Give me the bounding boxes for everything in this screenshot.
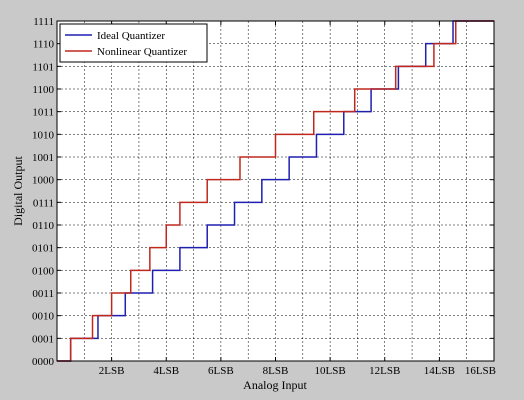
x-tick-label: 16LSB: [465, 365, 496, 377]
legend-label-ideal: Ideal Quantizer: [97, 30, 165, 42]
ticks: 2LSB 4LSB 6LSB 8LSB 10LSB 12LSB 14LSB 16LSB 0000…: [32, 16, 496, 377]
x-tick-label: 8LSB: [263, 365, 289, 377]
y-tick-label: 1110: [33, 39, 55, 51]
legend-label-nonlinear: Nonlinear Quantizer: [97, 46, 187, 58]
y-tick-label: 1010: [32, 129, 55, 141]
y-tick-label: 1000: [32, 175, 55, 187]
y-tick-label: 0100: [32, 265, 55, 277]
x-axis-label: Analog Input: [243, 378, 307, 392]
y-tick-label: 0110: [32, 220, 54, 232]
y-tick-label: 0001: [32, 333, 54, 345]
x-tick-label: 14LSB: [424, 365, 455, 377]
y-tick-label: 1100: [32, 84, 54, 96]
x-tick-label: 10LSB: [315, 365, 346, 377]
legend-box: [59, 23, 208, 63]
x-tick-label: 2LSB: [99, 365, 125, 377]
series-line-nonlinear: [57, 20, 494, 362]
y-tick-label: 0111: [33, 197, 54, 209]
series-line-ideal: [57, 20, 494, 362]
series-layer: [57, 20, 494, 362]
y-tick-label: 0000: [32, 356, 55, 368]
x-tick-label: 4LSB: [153, 365, 179, 377]
x-tick-label: 12LSB: [369, 365, 400, 377]
y-tick-label: 1111: [33, 16, 54, 28]
y-tick-label: 0011: [32, 288, 54, 300]
legend: Ideal Quantizer Nonlinear Quantizer: [59, 23, 208, 63]
y-tick-label: 1101: [32, 61, 54, 73]
y-axis-label: Digital Output: [11, 156, 25, 226]
y-tick-label: 1011: [32, 107, 54, 119]
y-tick-label: 0101: [32, 243, 54, 255]
x-tick-label: 6LSB: [208, 365, 234, 377]
y-tick-label: 0010: [32, 311, 55, 323]
y-tick-label: 1001: [32, 152, 54, 164]
